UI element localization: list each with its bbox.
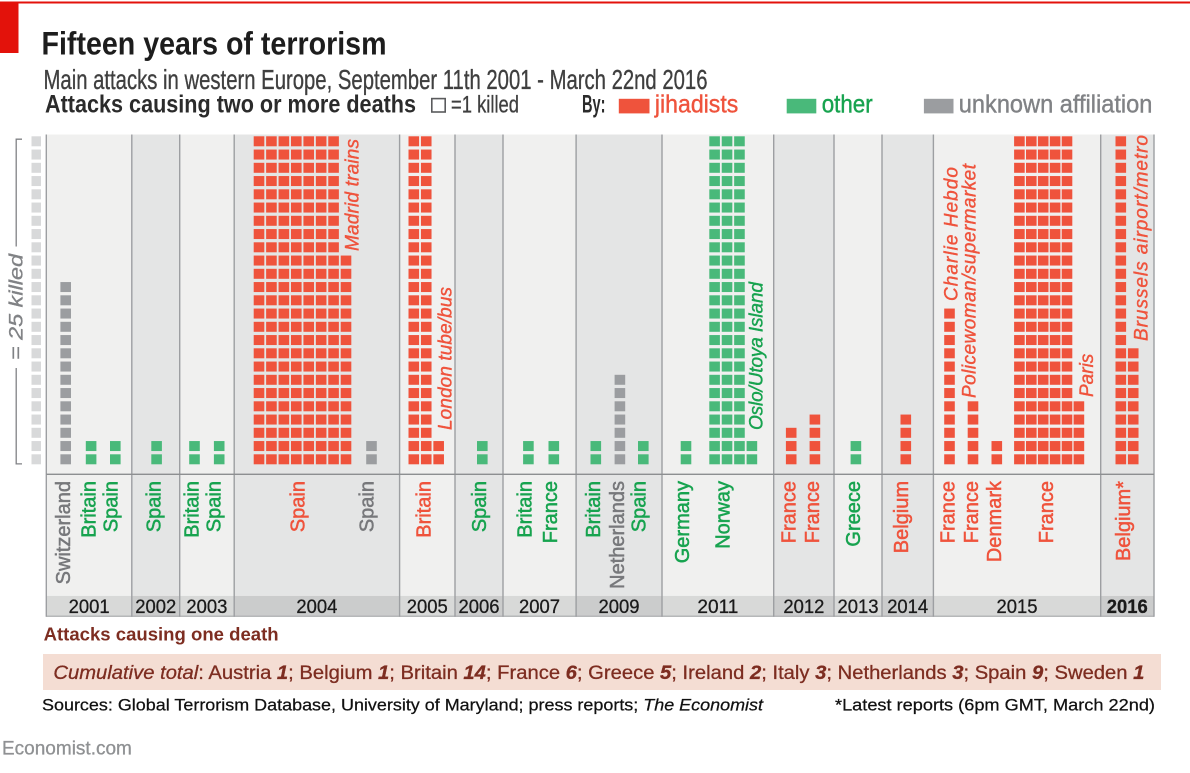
svg-text:Cumulative total: Austria 1; B: Cumulative total: Austria 1; Belgium 1; … bbox=[53, 662, 1144, 684]
svg-text:Spain: Spain bbox=[357, 481, 379, 532]
svg-text:unknown affiliation: unknown affiliation bbox=[959, 91, 1153, 119]
svg-text:Attacks causing two or more de: Attacks causing two or more deaths bbox=[45, 91, 416, 119]
svg-text:2009: 2009 bbox=[599, 596, 640, 618]
svg-text:Switzerland: Switzerland bbox=[53, 481, 75, 584]
svg-text:Spain: Spain bbox=[101, 481, 123, 532]
svg-text:France: France bbox=[778, 481, 800, 543]
svg-text:Netherlands: Netherlands bbox=[607, 481, 629, 589]
svg-text:France: France bbox=[961, 481, 983, 543]
svg-text:Germany: Germany bbox=[672, 481, 694, 563]
svg-text:2015: 2015 bbox=[997, 596, 1038, 618]
svg-text:Fifteen years of terrorism: Fifteen years of terrorism bbox=[42, 25, 387, 61]
svg-text:Madrid trains: Madrid trains bbox=[343, 139, 364, 252]
svg-text:2011: 2011 bbox=[697, 596, 738, 618]
svg-text:France: France bbox=[802, 481, 824, 543]
svg-text:Britain: Britain bbox=[182, 481, 204, 538]
svg-text:2012: 2012 bbox=[783, 596, 824, 618]
svg-text:France: France bbox=[540, 481, 562, 543]
svg-text:Greece: Greece bbox=[843, 481, 865, 547]
svg-text:2003: 2003 bbox=[186, 596, 227, 618]
svg-text:Economist.com: Economist.com bbox=[2, 739, 132, 760]
svg-text:Oslo/Utoya Island: Oslo/Utoya Island bbox=[747, 281, 768, 430]
svg-text:Britain: Britain bbox=[78, 481, 100, 538]
svg-text:Spain: Spain bbox=[629, 481, 651, 532]
svg-text:Paris: Paris bbox=[1077, 353, 1098, 397]
svg-text:Charlie Hebdo: Charlie Hebdo bbox=[942, 167, 963, 301]
svg-text:France: France bbox=[938, 481, 960, 543]
svg-text:Spain: Spain bbox=[203, 481, 225, 532]
svg-text:Spain: Spain bbox=[288, 481, 310, 532]
svg-text:2014: 2014 bbox=[887, 596, 928, 618]
svg-text:France: France bbox=[1036, 481, 1058, 543]
svg-text:Policewoman/supermarket: Policewoman/supermarket bbox=[960, 163, 981, 398]
svg-text:=1 killed: =1 killed bbox=[451, 92, 519, 119]
svg-text:London tube/bus: London tube/bus bbox=[436, 287, 457, 431]
svg-text:Britain: Britain bbox=[515, 481, 537, 538]
svg-text:Belgium*: Belgium* bbox=[1113, 481, 1135, 561]
svg-text:2004: 2004 bbox=[296, 596, 337, 618]
svg-text:*Latest reports (6pm GMT, Marc: *Latest reports (6pm GMT, March 22nd) bbox=[835, 696, 1155, 715]
svg-text:2005: 2005 bbox=[407, 596, 448, 618]
svg-text:Spain: Spain bbox=[469, 481, 491, 532]
svg-text:2006: 2006 bbox=[459, 596, 500, 618]
svg-text:2007: 2007 bbox=[519, 596, 560, 618]
svg-text:Main attacks in western Europe: Main attacks in western Europe, Septembe… bbox=[44, 64, 708, 95]
svg-text:Belgium: Belgium bbox=[891, 481, 913, 553]
svg-text:2001: 2001 bbox=[69, 596, 110, 618]
svg-text:By:: By: bbox=[582, 91, 606, 119]
svg-text:2002: 2002 bbox=[135, 596, 176, 618]
svg-text:Spain: Spain bbox=[144, 481, 166, 532]
svg-text:other: other bbox=[822, 91, 873, 119]
svg-text:Britain: Britain bbox=[583, 481, 605, 538]
svg-text:= 25 killed: = 25 killed bbox=[7, 252, 28, 360]
svg-text:Brussels airport/metro: Brussels airport/metro bbox=[1132, 135, 1153, 341]
svg-text:Attacks causing one death: Attacks causing one death bbox=[44, 624, 279, 645]
svg-text:Britain: Britain bbox=[414, 481, 436, 538]
svg-text:2013: 2013 bbox=[838, 596, 879, 618]
svg-text:Sources: Global Terrorism Data: Sources: Global Terrorism Database, Univ… bbox=[42, 696, 764, 715]
svg-text:Denmark: Denmark bbox=[984, 480, 1006, 562]
svg-text:jihadists: jihadists bbox=[654, 91, 738, 119]
svg-text:2016: 2016 bbox=[1107, 596, 1148, 618]
svg-text:Norway: Norway bbox=[713, 481, 735, 549]
